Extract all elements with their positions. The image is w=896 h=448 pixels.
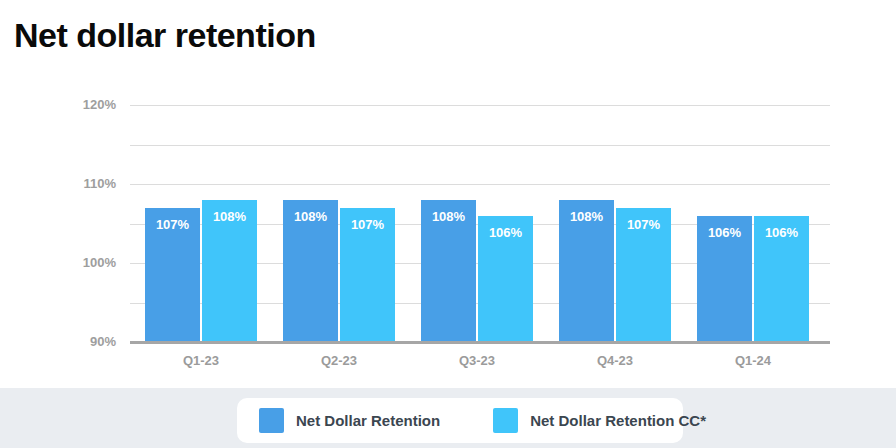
bar-net-dollar-retention: 106%	[697, 216, 752, 342]
bar-net-dollar-retention-cc: 107%	[616, 208, 671, 342]
bar-net-dollar-retention-cc: 106%	[478, 216, 533, 342]
plot-area: 107%108%Q1-23108%107%Q2-23108%106%Q3-231…	[130, 105, 830, 342]
bar-net-dollar-retention-cc: 108%	[202, 200, 257, 342]
legend-swatch-primary-icon	[259, 408, 284, 433]
bar-net-dollar-retention: 108%	[283, 200, 338, 342]
x-axis-category-label: Q4-23	[542, 353, 688, 368]
bar-value-label: 106%	[478, 216, 533, 240]
legend-label-net-dollar-retention-cc: Net Dollar Retention CC*	[530, 412, 706, 429]
bar-value-label: 107%	[340, 208, 395, 232]
bar-net-dollar-retention: 108%	[421, 200, 476, 342]
x-axis-category-label: Q1-23	[128, 353, 274, 368]
bar-net-dollar-retention: 107%	[145, 208, 200, 342]
footer-strip: Net Dollar Retention Net Dollar Retentio…	[0, 388, 896, 448]
bar-net-dollar-retention-cc: 106%	[754, 216, 809, 342]
x-axis-category-label: Q1-24	[680, 353, 826, 368]
bar-value-label: 106%	[697, 216, 752, 240]
y-axis-tick-label: 100%	[0, 255, 116, 270]
x-axis-category-label: Q2-23	[266, 353, 412, 368]
bar-value-label: 108%	[283, 200, 338, 224]
x-axis-baseline	[130, 341, 830, 344]
x-axis-category-label: Q3-23	[404, 353, 550, 368]
bar-value-label: 107%	[145, 208, 200, 232]
page: Net dollar retention 107%108%Q1-23108%10…	[0, 0, 896, 448]
y-axis-tick-label: 90%	[0, 334, 116, 349]
bar-value-label: 108%	[421, 200, 476, 224]
bar-net-dollar-retention: 108%	[559, 200, 614, 342]
gridline	[130, 184, 830, 185]
bar-value-label: 106%	[754, 216, 809, 240]
legend-item-net-dollar-retention-cc: Net Dollar Retention CC*	[493, 408, 706, 433]
legend: Net Dollar Retention Net Dollar Retentio…	[237, 398, 683, 443]
legend-label-net-dollar-retention: Net Dollar Retention	[296, 412, 440, 429]
y-axis-tick-label: 110%	[0, 176, 116, 191]
bar-value-label: 108%	[559, 200, 614, 224]
gridline	[130, 105, 830, 106]
legend-swatch-secondary-icon	[493, 408, 518, 433]
gridline	[130, 145, 830, 146]
bar-value-label: 107%	[616, 208, 671, 232]
net-dollar-retention-chart: 107%108%Q1-23108%107%Q2-23108%106%Q3-231…	[0, 0, 896, 390]
y-axis-tick-label: 120%	[0, 97, 116, 112]
bar-net-dollar-retention-cc: 107%	[340, 208, 395, 342]
legend-item-net-dollar-retention: Net Dollar Retention	[259, 408, 440, 433]
bar-value-label: 108%	[202, 200, 257, 224]
